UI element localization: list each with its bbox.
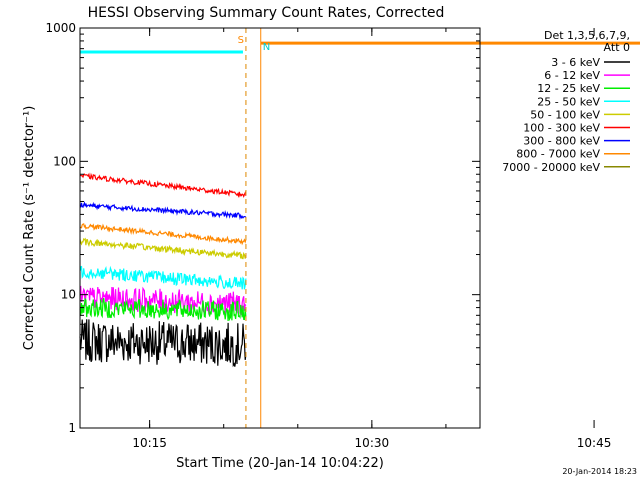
footer-timestamp: 20-Jan-2014 18:23 bbox=[562, 467, 637, 476]
y-tick-label-3: 1000 bbox=[45, 21, 76, 35]
series-6-segment-0 bbox=[79, 201, 247, 221]
x-tick-label-0: 10:15 bbox=[132, 436, 167, 450]
series-5-segment-0 bbox=[79, 172, 247, 199]
plot-frame bbox=[79, 27, 481, 429]
legend-label-1: 6 - 12 keV bbox=[544, 69, 600, 82]
legend-label-7: 800 - 7000 keV bbox=[516, 148, 600, 161]
legend-label-5: 100 - 300 keV bbox=[523, 122, 600, 135]
marker-label-N: N bbox=[263, 42, 270, 53]
y-tick-label-1: 10 bbox=[61, 288, 76, 302]
series-0-segment-0 bbox=[79, 319, 247, 368]
legend-header-line1: Det 1,3,5,6,7,9, bbox=[544, 29, 630, 42]
series-2-segment-0 bbox=[79, 297, 247, 322]
legend-label-8: 7000 - 20000 keV bbox=[502, 161, 600, 174]
legend-label-6: 300 - 800 keV bbox=[523, 135, 600, 148]
chart-title: HESSI Observing Summary Count Rates, Cor… bbox=[88, 5, 445, 21]
y-axis-label: Corrected Count Rate (s⁻¹ detector⁻¹) bbox=[22, 106, 37, 351]
legend-label-4: 50 - 100 keV bbox=[530, 108, 600, 121]
x-tick-label-2: 10:45 bbox=[577, 436, 612, 450]
legend-header-line2: Att 0 bbox=[604, 41, 630, 54]
series-3-segment-0 bbox=[79, 265, 247, 290]
x-tick-label-1: 10:30 bbox=[355, 436, 390, 450]
y-tick-label-0: 1 bbox=[68, 421, 76, 435]
legend-label-3: 25 - 50 keV bbox=[537, 95, 600, 108]
legend-label-2: 12 - 25 keV bbox=[537, 82, 600, 95]
x-axis-label: Start Time (20-Jan-14 10:04:22) bbox=[176, 456, 384, 471]
y-tick-label-2: 100 bbox=[53, 154, 76, 168]
marker-label-S: S bbox=[238, 35, 244, 46]
series-7-segment-0 bbox=[79, 223, 247, 246]
legend-label-0: 3 - 6 keV bbox=[551, 56, 600, 69]
series-4-segment-0 bbox=[79, 237, 247, 260]
